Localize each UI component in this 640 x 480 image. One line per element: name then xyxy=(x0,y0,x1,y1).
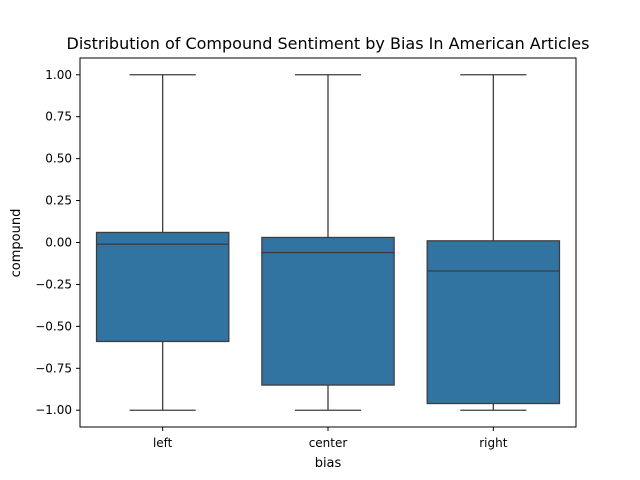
y-tick-label: −0.75 xyxy=(35,361,72,375)
y-tick-label: 0.75 xyxy=(45,110,72,124)
x-tick-label-left: left xyxy=(153,436,173,450)
x-tick-label-center: center xyxy=(309,436,348,450)
x-axis-label: bias xyxy=(315,456,342,471)
y-tick-label: −1.00 xyxy=(35,403,72,417)
box-center xyxy=(261,236,395,386)
y-tick-label: −0.50 xyxy=(35,319,72,333)
box-right xyxy=(426,240,561,405)
y-tick-label: 0.00 xyxy=(45,236,72,250)
y-tick-label: 0.50 xyxy=(45,152,72,166)
plot-area: 1.00 0.75 0.50 0.25 0.00 −0.25 −0.50 −0.75 −1.00… xyxy=(35,57,577,450)
chart-title: Distribution of Compound Sentiment by Bi… xyxy=(67,34,590,53)
y-tick-label: 1.00 xyxy=(45,68,72,82)
y-tick-label: −0.25 xyxy=(35,277,72,291)
y-tick-label: 0.25 xyxy=(45,194,72,208)
box-left xyxy=(95,231,230,343)
x-tick-label-right: right xyxy=(479,436,507,450)
y-axis-label: compound xyxy=(9,209,24,278)
